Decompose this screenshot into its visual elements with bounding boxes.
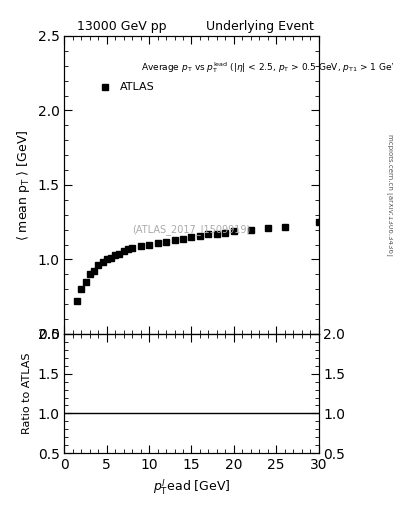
Text: (ATLAS_2017_I1509919): (ATLAS_2017_I1509919) xyxy=(132,224,251,235)
Text: Average $p_{\rm T}$ vs $p_{\rm T}^{\rm lead}$ ($|\eta|$ < 2.5, $p_{\rm T}$ > 0.5: Average $p_{\rm T}$ vs $p_{\rm T}^{\rm l… xyxy=(141,60,393,75)
Y-axis label: $\langle$ mean p$_{\rm T}$ $\rangle$ [GeV]: $\langle$ mean p$_{\rm T}$ $\rangle$ [Ge… xyxy=(15,129,32,241)
Text: 13000 GeV pp: 13000 GeV pp xyxy=(77,20,167,33)
Text: Underlying Event: Underlying Event xyxy=(206,20,314,33)
Text: ATLAS: ATLAS xyxy=(120,81,155,92)
Text: mcplots.cern.ch [arXiv:1306.3436]: mcplots.cern.ch [arXiv:1306.3436] xyxy=(387,134,393,255)
Y-axis label: Ratio to ATLAS: Ratio to ATLAS xyxy=(22,353,32,434)
X-axis label: $p_{\rm T}^{l}$ead [GeV]: $p_{\rm T}^{l}$ead [GeV] xyxy=(153,478,230,497)
